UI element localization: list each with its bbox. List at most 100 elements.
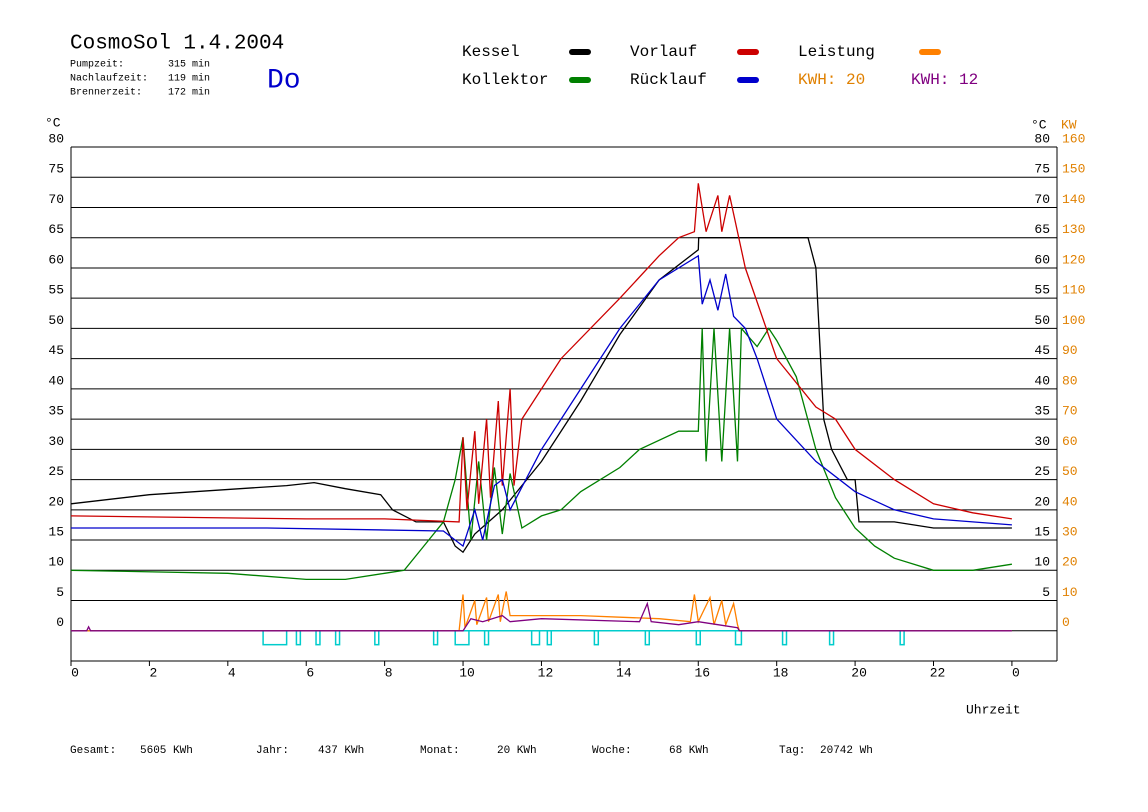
x-tick-label: 16 [694,665,710,680]
pump-pulse [734,630,743,646]
info-value: 315 min [168,59,210,71]
series-line [70,237,1012,554]
info-value: 172 min [168,87,210,99]
y-tick-label: 60 [48,252,64,267]
footer-label: Woche: [592,745,632,757]
y-tick-label-right: 30 [1034,434,1050,449]
series-line [70,183,1012,523]
footer-label: Monat: [420,745,460,757]
y-tick-label-right: 65 [1034,222,1050,237]
y-tick-label: 35 [48,404,64,419]
y-tick-label-right: 45 [1034,343,1050,358]
footer-label: Gesamt: [70,745,116,757]
legend-label: Kollektor [462,71,548,89]
day: Do [267,65,301,96]
y2-tick-label: 20 [1062,555,1078,570]
y-tick-label: 50 [48,313,64,328]
y2-axis-label: KW [1061,117,1077,132]
series-line [71,591,1012,632]
y-tick-label: 65 [48,222,64,237]
y-tick-label: 70 [48,192,64,207]
x-tick-label: 4 [228,665,236,680]
legend-label: Rücklauf [630,71,707,89]
pump-pulse [530,630,541,646]
y-tick-label-right: 40 [1034,373,1050,388]
x-tick-label: 14 [616,665,632,680]
pump-pulse [374,630,380,646]
pump-pulse [334,630,341,646]
y2-tick-label: 100 [1062,313,1085,328]
x-tick-label: 12 [538,665,554,680]
footer-value: 20 KWh [497,745,537,757]
pump-pulse [695,630,701,646]
info-label: Pumpzeit: [70,59,124,71]
kwh-label: KWH: 20 [798,71,865,89]
pump-pulse [828,630,835,646]
y-tick-label-right: 10 [1034,555,1050,570]
pump-pulse [899,630,905,646]
y-tick-label-right: 75 [1034,162,1050,177]
x-axis-label: Uhrzeit [966,702,1021,717]
y-tick-label-right: 15 [1034,524,1050,539]
x-tick-label: 2 [150,665,158,680]
y-tick-label: 40 [48,373,64,388]
pump-pulse [432,630,439,646]
title: CosmoSol 1.4.2004 [70,33,284,56]
x-tick-label: 8 [385,665,393,680]
y-tick-label: 20 [48,494,64,509]
x-tick-label: 18 [773,665,789,680]
y-tick-label: 80 [48,131,64,146]
footer-label: Jahr: [256,745,289,757]
pump-pulse [315,630,321,646]
y-tick-label: 45 [48,343,64,358]
y-tick-label-right: 25 [1034,464,1050,479]
pump-pulse [295,630,302,646]
y-tick-label: 10 [48,555,64,570]
y-tick-label-right: 35 [1034,404,1050,419]
y2-tick-label: 110 [1062,283,1085,298]
series-line [71,254,1012,548]
y2-axis-label: °C [1031,117,1047,132]
y2-tick-label: 140 [1062,192,1085,207]
y-tick-label: 30 [48,434,64,449]
legend-label: Leistung [798,43,875,61]
y-axis-label: °C [45,115,61,130]
y-tick-label-right: 50 [1034,313,1050,328]
y-tick-label: 5 [56,585,64,600]
x-tick-label: 0 [1012,665,1020,680]
info-label: Brennerzeit: [70,87,142,99]
kwh-label: KWH: 12 [911,71,978,89]
y-tick-label: 55 [48,283,64,298]
y2-tick-label: 150 [1062,162,1085,177]
footer-value: 5605 KWh [140,745,193,757]
y2-tick-label: 130 [1062,222,1085,237]
pump-pulse [644,630,651,646]
y-tick-label: 0 [56,615,64,630]
footer-label: Tag: [779,745,805,757]
info-label: Nachlaufzeit: [70,73,148,85]
y2-tick-label: 50 [1062,464,1078,479]
x-tick-label: 20 [851,665,867,680]
y-tick-label: 75 [48,162,64,177]
pump-pulse [262,630,288,646]
y-tick-label-right: 70 [1034,192,1050,207]
footer-value: 20742 Wh [820,745,873,757]
y2-tick-label: 160 [1062,131,1085,146]
x-tick-label: 6 [306,665,314,680]
y-tick-label-right: 55 [1034,283,1050,298]
y-tick-label-right: 80 [1034,131,1050,146]
legend-label: Kessel [462,43,520,61]
x-tick-label: 10 [459,665,475,680]
y-tick-label-right: 60 [1034,252,1050,267]
y2-tick-label: 40 [1062,494,1078,509]
y2-tick-label: 0 [1062,615,1070,630]
y2-tick-label: 80 [1062,373,1078,388]
y2-tick-label: 70 [1062,404,1078,419]
pump-pulse [546,630,553,646]
y-tick-label: 25 [48,464,64,479]
y2-tick-label: 120 [1062,252,1085,267]
pump-pulse [593,630,600,646]
footer-value: 68 KWh [669,745,709,757]
y-tick-label: 15 [48,524,64,539]
info-value: 119 min [168,73,210,85]
